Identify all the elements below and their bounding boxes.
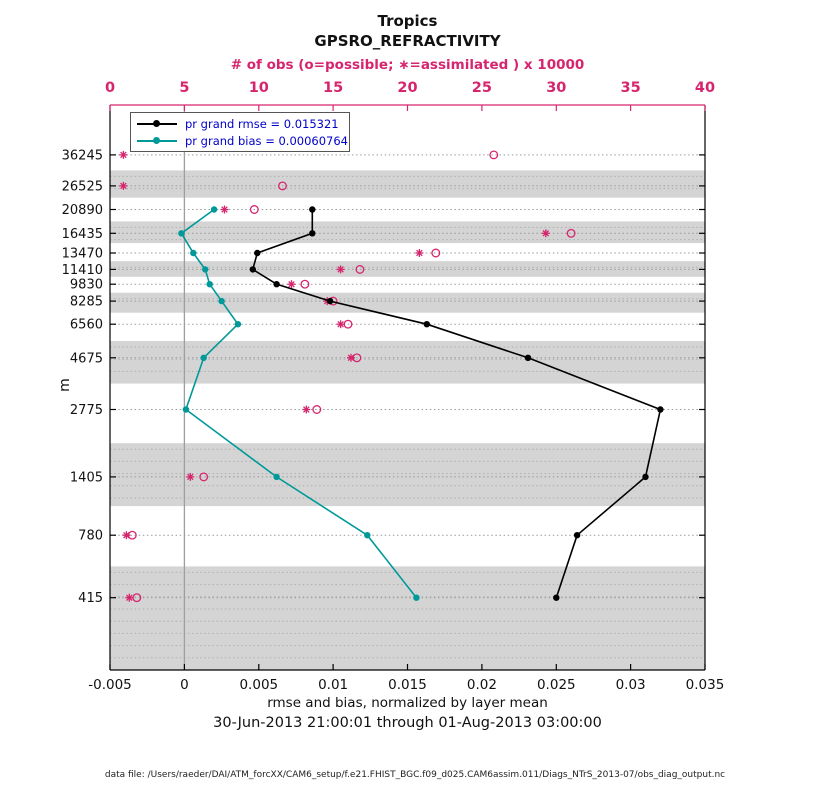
svg-text:9830: 9830 <box>70 278 103 293</box>
svg-text:11410: 11410 <box>62 263 103 278</box>
svg-text:0.025: 0.025 <box>537 677 576 693</box>
svg-text:0: 0 <box>180 677 189 693</box>
svg-text:415: 415 <box>78 591 103 606</box>
svg-text:-0.005: -0.005 <box>88 677 132 693</box>
assimilated-obs-marker <box>336 320 345 329</box>
svg-text:8285: 8285 <box>70 295 103 310</box>
svg-text:0: 0 <box>105 80 115 96</box>
legend-item-rmse: pr grand rmse = 0.015321 <box>137 116 343 131</box>
possible-obs-marker <box>431 248 441 258</box>
assimilated-obs-marker <box>287 280 296 289</box>
top-tick-labels: 0 5 10 15 20 25 30 35 40 <box>105 80 715 96</box>
svg-text:20: 20 <box>397 80 417 96</box>
svg-text:4675: 4675 <box>70 351 103 366</box>
top-axis-label: # of obs (o=possible; ∗=assimilated ) x … <box>230 57 585 73</box>
assimilated-obs-marker <box>125 593 134 602</box>
pr-grand-bias-series <box>178 206 420 601</box>
possible-obs-marker <box>489 150 499 160</box>
svg-text:780: 780 <box>78 529 103 544</box>
assimilated-obs-marker <box>122 531 131 540</box>
svg-text:16435: 16435 <box>62 227 103 242</box>
svg-text:0.015: 0.015 <box>388 677 427 693</box>
possible-obs-marker <box>355 264 365 274</box>
rmse-sample-marker <box>153 120 160 127</box>
date-range-label: 30-Jun-2013 21:00:01 through 01-Aug-2013… <box>213 715 602 731</box>
axes-frame <box>109 104 706 671</box>
rmse-line-sample <box>137 118 177 130</box>
svg-text:2775: 2775 <box>70 403 103 418</box>
assimilated-obs-marker <box>302 405 311 414</box>
svg-text:15: 15 <box>323 80 343 96</box>
assimilated-obs-marker <box>415 249 424 257</box>
data-file-path: data file: /Users/raeder/DAI/ATM_forcXX/… <box>104 770 726 780</box>
svg-text:0.01: 0.01 <box>318 677 348 693</box>
possible-obs-marker <box>312 405 322 414</box>
svg-text:0.02: 0.02 <box>467 677 497 693</box>
assimilated-obs-marker <box>119 150 128 159</box>
level-gridlines <box>110 154 705 599</box>
bottom-tick-labels: -0.005 0 0.005 0.01 0.015 0.02 0.025 0.03 0.035 <box>88 677 724 693</box>
pr-grand-rmse-series <box>249 206 664 601</box>
svg-text:40: 40 <box>695 80 715 96</box>
y-axis-label: m <box>56 378 73 392</box>
assimilated-obs-marker <box>336 265 345 274</box>
bottom-axis-label: rmse and bias, normalized by layer mean <box>267 695 548 711</box>
bias-sample-marker <box>153 137 160 144</box>
legend: pr grand rmse = 0.015321 pr grand bias =… <box>130 112 350 152</box>
possible-obs-marker <box>566 228 576 238</box>
svg-text:30: 30 <box>546 80 566 96</box>
legend-label-bias: pr grand bias = 0.00060764 <box>185 133 348 148</box>
possible-obs-marker <box>278 181 287 191</box>
assimilated-obs-marker <box>186 472 195 481</box>
svg-text:5: 5 <box>179 80 189 96</box>
assimilated-obs-marker <box>347 353 355 362</box>
svg-text:25: 25 <box>472 80 492 96</box>
svg-text:13470: 13470 <box>62 247 103 262</box>
svg-text:0.005: 0.005 <box>239 677 278 693</box>
layer-shading-bands <box>110 170 705 670</box>
possible-obs-marker <box>199 472 209 482</box>
svg-text:35: 35 <box>621 80 641 96</box>
assimilated-obs-marker <box>220 205 229 214</box>
svg-text:6560: 6560 <box>70 318 103 333</box>
chart-title: Tropics <box>377 12 438 30</box>
svg-text:26525: 26525 <box>62 179 103 194</box>
assimilated-obs-marker <box>119 181 128 190</box>
chart-subtitle: GPSRO_REFRACTIVITY <box>314 32 501 50</box>
legend-item-bias: pr grand bias = 0.00060764 <box>137 133 348 148</box>
svg-text:1405: 1405 <box>70 470 103 485</box>
svg-text:20890: 20890 <box>62 203 103 218</box>
bias-line-sample <box>137 135 177 147</box>
possible-obs-marker <box>300 279 310 289</box>
svg-text:0.03: 0.03 <box>616 677 646 693</box>
legend-label-rmse: pr grand rmse = 0.015321 <box>185 116 339 131</box>
svg-text:10: 10 <box>249 80 269 96</box>
assimilated-obs-marker <box>541 229 550 238</box>
svg-text:0.035: 0.035 <box>686 677 725 693</box>
possible-obs-marker <box>249 205 259 214</box>
svg-text:36245: 36245 <box>62 148 103 163</box>
